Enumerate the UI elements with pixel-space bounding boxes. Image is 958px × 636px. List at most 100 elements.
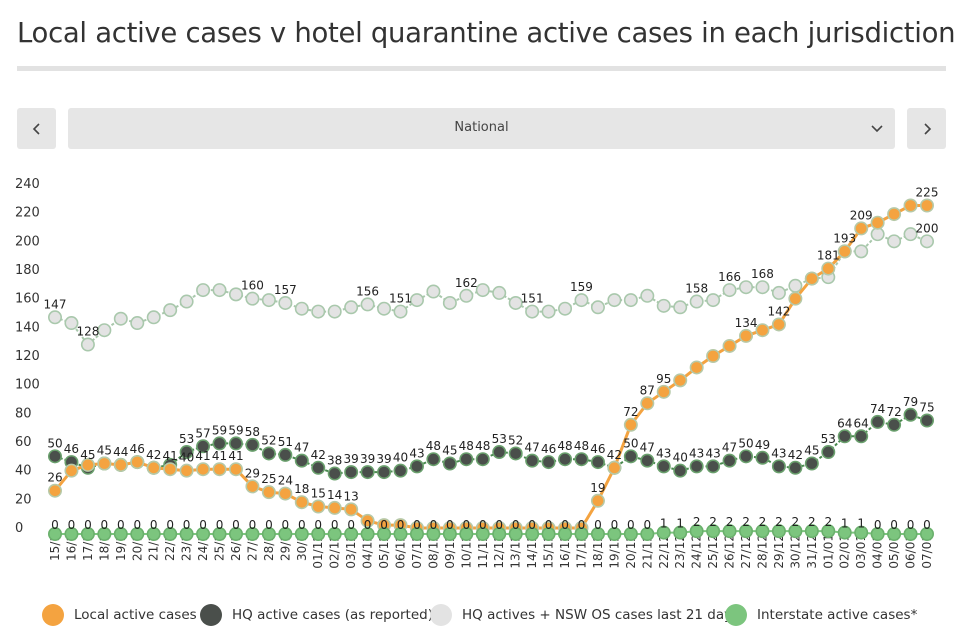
data-label-interstate: 1 (660, 517, 668, 531)
data-label-interstate: 0 (166, 518, 174, 532)
x-tick-label: 17/12 (574, 534, 588, 569)
data-label-hq: 49 (755, 438, 770, 452)
data-label-interstate: 0 (874, 518, 882, 532)
y-tick-label: 100 (15, 378, 40, 393)
data-point-hq (837, 429, 852, 444)
data-label-hq: 53 (821, 432, 836, 446)
data-point-hq (393, 463, 408, 478)
x-tick-label: 06/12 (394, 534, 408, 569)
data-point-interstate (212, 526, 227, 541)
legend-item-interstate[interactable]: Interstate active cases* (725, 600, 917, 630)
data-point-hq (475, 452, 490, 467)
data-point-hq (870, 414, 885, 429)
data-point-local (113, 457, 128, 472)
data-label-interstate: 0 (890, 518, 898, 532)
legend-item-hq-nsw[interactable]: HQ actives + NSW OS cases last 21 days (430, 600, 739, 630)
data-label-interstate: 2 (775, 515, 783, 529)
data-label-interstate: 0 (907, 518, 915, 532)
data-label-local: 29 (245, 466, 260, 480)
y-tick-label: 200 (15, 234, 40, 249)
data-point-hq_nsw (590, 300, 605, 315)
chevron-right-icon (923, 122, 931, 135)
previous-button[interactable] (17, 108, 56, 149)
x-tick-label: 02/12 (328, 534, 342, 569)
data-point-interstate (245, 526, 260, 541)
legend-swatch (430, 604, 452, 626)
title-divider (17, 66, 946, 71)
y-tick-label: 20 (15, 492, 32, 507)
data-label-interstate: 0 (545, 518, 553, 532)
data-point-hq_nsw (344, 300, 359, 315)
data-label-hq: 43 (771, 446, 786, 460)
data-point-hq (541, 455, 556, 470)
y-tick-label: 120 (15, 349, 40, 364)
data-point-hq (771, 459, 786, 474)
legend-label: Interstate active cases* (757, 607, 918, 623)
data-label-interstate: 0 (413, 518, 421, 532)
data-label-hq_nsw: 156 (356, 284, 379, 298)
x-tick-label: 28/1 (262, 534, 276, 561)
x-tick-label: 13/12 (509, 534, 523, 569)
data-label-local: 15 (311, 487, 326, 501)
data-point-local (854, 221, 869, 236)
data-label-hq: 42 (311, 448, 326, 462)
data-point-local (755, 323, 770, 338)
data-label-hq: 64 (854, 416, 869, 430)
data-point-hq (804, 456, 819, 471)
data-label-local: 142 (767, 304, 790, 318)
y-tick-label: 180 (15, 263, 40, 278)
y-tick-label: 240 (15, 177, 40, 192)
data-label-hq: 46 (590, 442, 605, 456)
x-tick-label: 04/12 (361, 534, 375, 569)
data-point-interstate (854, 525, 869, 540)
data-point-hq_nsw (574, 293, 589, 308)
data-point-hq_nsw (508, 295, 523, 310)
data-point-local (327, 500, 342, 515)
jurisdiction-select[interactable]: National (68, 108, 895, 149)
legend-item-local[interactable]: Local active cases (42, 600, 197, 630)
data-label-interstate: 0 (364, 518, 372, 532)
x-tick-label: 11/12 (476, 534, 490, 569)
data-point-interstate (706, 524, 721, 539)
data-label-hq_nsw: 200 (916, 221, 939, 235)
data-label-interstate: 0 (463, 518, 471, 532)
data-point-hq_nsw (788, 278, 803, 293)
data-label-local: 41 (163, 449, 178, 463)
x-tick-label: 26/12 (723, 534, 737, 569)
data-label-interstate: 0 (578, 518, 586, 532)
legend-swatch (42, 604, 64, 626)
legend-item-hq[interactable]: HQ active cases (as reported) (200, 600, 433, 630)
data-point-interstate (788, 524, 803, 539)
data-point-interstate (344, 526, 359, 541)
data-label-hq: 47 (294, 441, 309, 455)
data-point-interstate (64, 526, 79, 541)
data-point-hq_nsw (113, 311, 128, 326)
data-label-hq: 43 (689, 446, 704, 460)
next-button[interactable] (907, 108, 946, 149)
data-label-local: 181 (817, 249, 840, 263)
data-point-hq_nsw (278, 295, 293, 310)
data-point-hq (640, 453, 655, 468)
data-label-hq: 45 (442, 444, 457, 458)
data-point-hq_nsw (212, 283, 227, 298)
data-point-hq (821, 445, 836, 460)
data-label-local: 41 (195, 449, 210, 463)
data-label-hq_nsw: 158 (685, 282, 708, 296)
data-label-hq: 48 (475, 439, 490, 453)
data-label-hq_nsw: 128 (76, 325, 99, 339)
data-label-hq: 64 (837, 416, 852, 430)
data-label-hq: 40 (673, 451, 688, 465)
x-tick-label: 04/01 (871, 534, 885, 569)
data-label-hq: 48 (557, 439, 572, 453)
data-point-local (739, 328, 754, 343)
data-point-interstate (689, 524, 704, 539)
x-tick-label: 24/12 (690, 534, 704, 569)
data-point-interstate (722, 524, 737, 539)
data-point-hq (755, 450, 770, 465)
data-label-hq_nsw: 166 (718, 270, 741, 284)
data-label-interstate: 1 (676, 517, 684, 531)
data-point-hq_nsw (640, 288, 655, 303)
data-point-local (130, 455, 145, 470)
data-label-hq: 48 (574, 439, 589, 453)
y-tick-label: 80 (15, 406, 32, 421)
